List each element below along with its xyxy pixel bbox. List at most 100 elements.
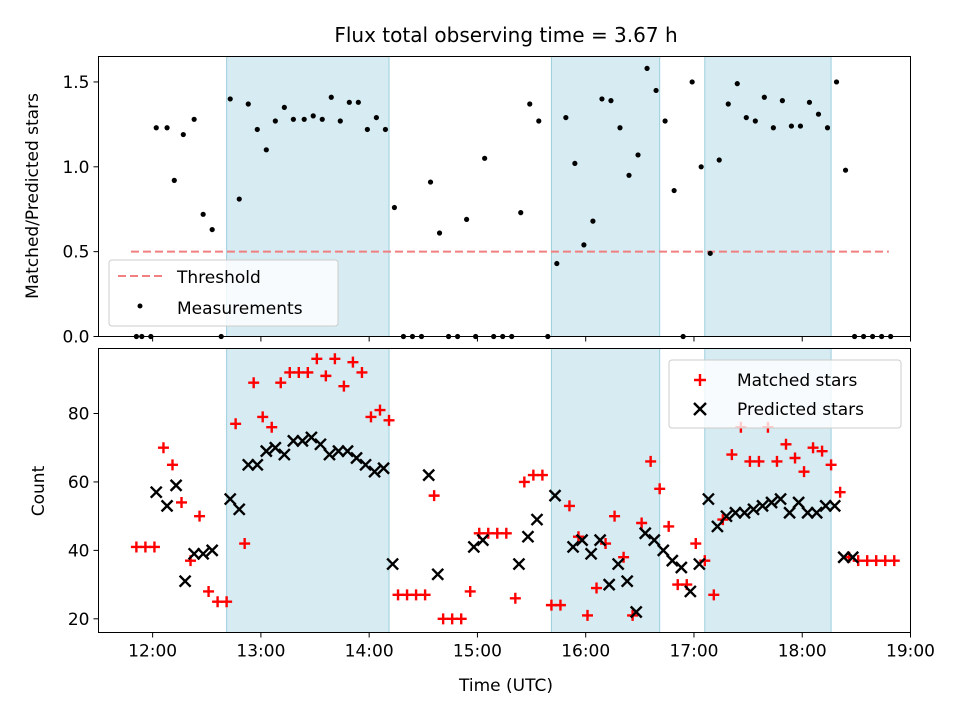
measurement-point — [382, 126, 389, 133]
measurement-point — [272, 118, 278, 124]
matched-star-point — [654, 483, 666, 495]
measurement-point — [464, 216, 470, 223]
matched-star-point — [428, 490, 440, 502]
matched-star-point — [753, 455, 765, 467]
matched-star-point — [148, 541, 160, 553]
measurement-point — [590, 218, 596, 224]
measurement-point — [337, 118, 343, 124]
predicted-star-point — [314, 437, 327, 451]
matched-star-point — [609, 510, 621, 522]
predicted-star-point — [169, 479, 183, 492]
predicted-star-point — [566, 540, 580, 554]
chart-title: Flux total observing time = 3.67 h — [334, 23, 677, 47]
measurement-point — [644, 65, 650, 71]
measurement-point — [698, 164, 704, 170]
count-x-ticks: 12:00 13:00 14:00 15:00 16:00 17:00 18:00 19:00 — [128, 632, 935, 662]
matched-star-point — [563, 500, 575, 512]
measurement-point — [171, 177, 177, 183]
measurement-point — [725, 101, 731, 107]
predicted-star-point — [674, 561, 688, 574]
measurement-point — [770, 125, 776, 131]
predicted-star-point — [756, 499, 769, 513]
matched-star-point — [708, 589, 720, 601]
measurement-point — [355, 99, 361, 105]
matched-star-point — [302, 366, 314, 378]
matched-star-point — [320, 370, 332, 382]
predicted-star-point — [638, 526, 652, 540]
matched-star-point — [221, 596, 233, 608]
predicted-star-point — [702, 492, 715, 506]
ratio-legend: Threshold Measurements — [108, 259, 339, 327]
measurement-point — [263, 147, 269, 153]
measurement-point — [319, 116, 325, 122]
predicted-star-point — [665, 554, 679, 567]
measurement-point — [346, 99, 352, 105]
legend-matched-swatch — [694, 374, 706, 386]
measurement-point — [653, 87, 659, 94]
measurement-point — [482, 155, 488, 161]
predicted-star-point — [647, 533, 661, 547]
matched-star-point — [636, 517, 648, 529]
count-y-tick-label: 40 — [68, 541, 90, 561]
matched-star-point — [311, 353, 323, 365]
measurement-point — [572, 160, 578, 167]
predicted-star-point — [711, 520, 724, 533]
measurement-point — [671, 187, 677, 194]
measurement-point — [227, 96, 233, 102]
measurement-point — [743, 114, 749, 121]
matched-star-point — [726, 449, 738, 461]
measurement-point — [328, 94, 334, 100]
measurement-point — [599, 96, 605, 102]
x-tick-label: 16:00 — [561, 642, 610, 662]
predicted-star-point — [422, 468, 436, 482]
matched-star-point — [888, 555, 900, 567]
measurement-point — [689, 79, 695, 85]
predicted-star-point — [259, 444, 273, 458]
matched-star-point — [257, 411, 269, 423]
measurement-point — [310, 113, 316, 119]
count-y-ticks: 20 40 60 80 — [68, 405, 99, 630]
observing-interval-bands — [226, 348, 832, 633]
measurement-point — [779, 98, 785, 104]
matched-star-point — [645, 455, 657, 467]
matched-star-point — [780, 438, 792, 450]
predicted-star-point — [149, 485, 163, 499]
matched-star-point — [275, 377, 287, 389]
measurement-point — [427, 179, 434, 185]
predicted-star-point — [629, 605, 643, 619]
measurement-point — [833, 79, 840, 85]
x-axis-label: Time (UTC) — [458, 676, 553, 696]
legend-matched-label: Matched stars — [737, 371, 857, 391]
matched-star-point — [419, 589, 431, 601]
predicted-star-point — [521, 530, 535, 544]
measurement-point — [608, 98, 614, 104]
predicted-star-point — [584, 547, 598, 561]
measurement-point — [436, 230, 443, 236]
predicted-star-point — [738, 506, 751, 520]
count-y-tick-label: 60 — [68, 473, 90, 493]
measurement-point — [200, 211, 206, 217]
predicted-star-point — [720, 509, 733, 523]
predicted-star-point — [359, 458, 372, 472]
measurement-point — [707, 250, 713, 256]
measurement-point — [536, 118, 542, 124]
legend-threshold-label: Threshold — [176, 268, 261, 288]
count-panel-frame — [98, 348, 911, 633]
matched-star-point — [455, 613, 467, 625]
matched-star-point — [663, 520, 675, 532]
legend-predicted-swatch — [693, 402, 707, 416]
matched-star-point — [771, 455, 783, 467]
x-tick-label: 19:00 — [886, 642, 935, 662]
x-tick-label: 14:00 — [345, 642, 394, 662]
measurement-point — [236, 196, 242, 202]
legend-measurements-label: Measurements — [177, 299, 303, 319]
matched-star-point — [374, 404, 386, 416]
ratio-y-tick-label: 1.0 — [62, 158, 89, 178]
matched-star-point — [194, 510, 206, 522]
predicted-star-point — [223, 492, 237, 506]
predicted-star-point — [350, 451, 363, 465]
observing-interval-band — [226, 348, 390, 633]
measurement-point — [797, 123, 804, 129]
measurement-point — [752, 118, 758, 124]
